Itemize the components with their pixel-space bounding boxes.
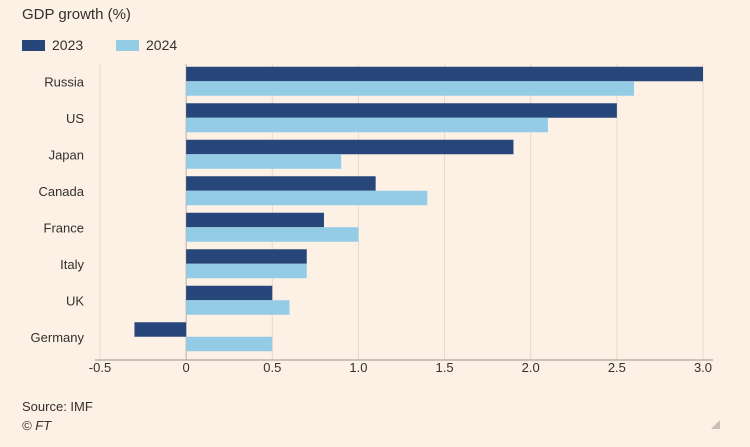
bar-2023-canada — [186, 176, 376, 191]
bar-2024-uk — [186, 300, 290, 315]
bar-2023-us — [186, 103, 617, 118]
legend-label-2024: 2024 — [146, 37, 178, 53]
bar-2024-france — [186, 227, 359, 242]
bar-2023-russia — [186, 66, 704, 82]
category-label-germany: Germany — [31, 330, 85, 345]
bar-2023-france — [186, 212, 324, 228]
category-label-italy: Italy — [60, 257, 84, 272]
source-note: Source: IMF — [22, 399, 93, 414]
category-label-uk: UK — [66, 293, 84, 308]
x-tick-label-2: 0.5 — [263, 360, 281, 375]
bar-2023-italy — [186, 249, 307, 264]
x-tick-label-3: 1.0 — [349, 360, 367, 375]
category-label-canada: Canada — [38, 184, 84, 199]
bar-2024-us — [186, 117, 548, 133]
legend-swatch-2024 — [116, 40, 139, 51]
bar-2023-germany — [134, 322, 187, 337]
x-tick-label-7: 3.0 — [694, 360, 712, 375]
x-tick-label-6: 2.5 — [608, 360, 626, 375]
bar-2024-germany — [186, 336, 273, 352]
legend-label-2023: 2023 — [52, 37, 84, 53]
bar-2023-uk — [186, 285, 273, 301]
legend-swatch-2023 — [22, 40, 45, 51]
category-label-france: France — [44, 220, 84, 235]
bar-2024-italy — [186, 263, 307, 279]
x-tick-label-0: -0.5 — [89, 360, 111, 375]
bar-chart: Russia US Japan Canada France Italy UK Germany-… — [31, 64, 713, 375]
category-label-russia: Russia — [44, 74, 85, 89]
x-tick-label-4: 1.5 — [436, 360, 454, 375]
x-tick-label-5: 2.0 — [522, 360, 540, 375]
x-tick-label-1: 0 — [183, 360, 190, 375]
category-label-us: US — [66, 111, 84, 126]
copyright-note: © FT — [22, 418, 52, 433]
bar-2024-russia — [186, 81, 635, 96]
bar-2024-japan — [186, 154, 342, 169]
category-label-japan: Japan — [49, 147, 84, 162]
bar-2024-canada — [186, 190, 428, 206]
chart-title: GDP growth (%) — [22, 6, 131, 23]
bar-2023-japan — [186, 139, 514, 155]
resize-corner-icon — [711, 420, 720, 429]
